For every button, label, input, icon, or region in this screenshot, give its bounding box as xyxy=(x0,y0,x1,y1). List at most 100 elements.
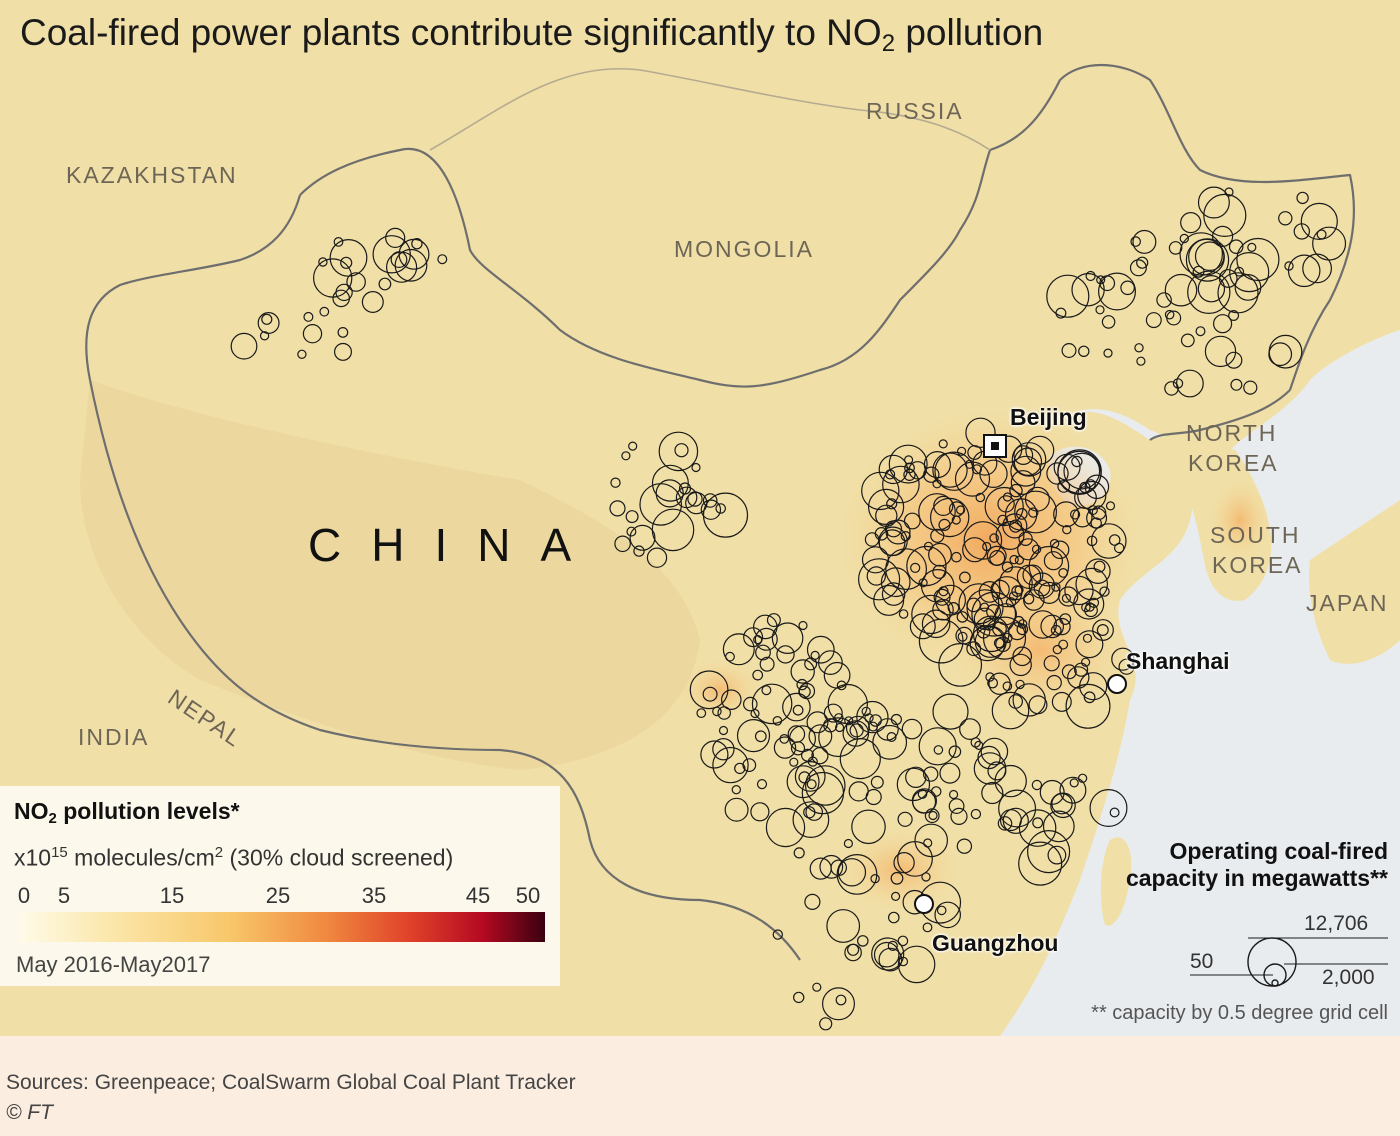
coal-plant-circle xyxy=(878,947,903,972)
coal-plant-circle xyxy=(1059,776,1087,804)
coal-plant-circle xyxy=(651,508,695,552)
coal-plant-circle xyxy=(918,493,956,531)
china-northkorea-border xyxy=(1149,389,1291,441)
coal-plant-circle xyxy=(1031,779,1043,791)
coal-plant-circle xyxy=(970,737,981,748)
yellow-sea xyxy=(1000,330,1400,1036)
coal-plant-circle xyxy=(1192,265,1205,278)
coal-plant-circle xyxy=(1050,792,1076,819)
coal-plant-circle xyxy=(1195,326,1206,337)
coal-plant-circle xyxy=(1064,575,1094,606)
coal-plant-circle xyxy=(826,909,861,943)
coal-plant-circle xyxy=(914,823,949,858)
coal-plant-circle xyxy=(1040,614,1064,639)
capacity-value-2000: 2,000 xyxy=(1322,966,1375,989)
coal-plant-circle xyxy=(966,589,1004,627)
footer-credit: © FT xyxy=(6,1101,53,1124)
coal-plant-circle xyxy=(755,644,771,661)
capacity-note: ** capacity by 0.5 degree grid cell xyxy=(1091,1002,1388,1024)
coal-plant-circle xyxy=(1023,589,1045,611)
no2-color-ramp xyxy=(20,912,545,942)
coal-plant-circle xyxy=(1080,657,1091,667)
coal-plant-circle xyxy=(702,686,718,702)
coal-plant-circle xyxy=(1203,193,1247,237)
coal-plant-circle xyxy=(998,789,1037,828)
coal-plant-circle xyxy=(1031,544,1042,555)
coal-plant-circle xyxy=(984,486,1024,527)
coal-plant-circle xyxy=(959,571,971,584)
coal-plant-circle xyxy=(979,602,990,612)
coal-plant-circle xyxy=(980,737,1009,766)
coal-plant-circle xyxy=(765,807,806,848)
capacity-value-12706: 12,706 xyxy=(1304,912,1369,935)
coal-plant-circle xyxy=(1225,351,1243,369)
coal-plant-circle xyxy=(804,893,821,911)
coal-plant-circle xyxy=(1002,632,1013,644)
coal-plant-circle xyxy=(970,808,982,820)
coal-plant-circle xyxy=(971,464,983,475)
coal-plant-circle xyxy=(1164,273,1198,307)
label-kazakhstan: KAZAKHSTAN xyxy=(66,162,238,188)
coal-plant-circle xyxy=(989,533,999,543)
no2-tick-15: 15 xyxy=(159,883,185,908)
coal-plant-circle xyxy=(1204,335,1237,368)
coal-plant-circle xyxy=(334,342,353,361)
coal-plant-circle xyxy=(898,609,909,619)
shanghai-marker xyxy=(1107,674,1127,694)
no2-legend-period: May 2016-May2017 xyxy=(16,952,211,977)
coal-plant-circle xyxy=(951,551,962,563)
coal-plant-circle xyxy=(1229,252,1270,293)
coal-plant-circle xyxy=(834,722,845,733)
coal-plant-circle xyxy=(1046,274,1090,318)
coal-plant-circle xyxy=(1047,845,1067,865)
coal-plant-circle xyxy=(997,514,1008,526)
coal-plant-circle xyxy=(340,256,353,269)
coal-plant-circle xyxy=(261,313,273,325)
coal-plant-circle xyxy=(805,803,823,821)
coal-plant-circle xyxy=(674,443,689,458)
coal-plant-circle xyxy=(844,716,854,726)
coal-plant-circle xyxy=(856,935,869,947)
coal-plant-circle xyxy=(734,762,746,775)
coal-plant-circle xyxy=(1085,602,1095,612)
coal-plant-circle xyxy=(782,692,811,722)
coal-plant-circle xyxy=(717,706,731,720)
coal-plant-circle xyxy=(932,564,947,579)
coal-plant-circle xyxy=(948,798,965,814)
coal-plant-circle xyxy=(361,291,384,314)
coal-plant-circle xyxy=(1089,788,1128,827)
coal-plant-circle xyxy=(794,761,826,792)
coal-plant-circle xyxy=(1073,662,1089,677)
coal-plant-circle xyxy=(1055,307,1067,319)
coal-plant-circle xyxy=(956,838,973,854)
coal-plant-circle xyxy=(923,466,940,483)
coal-plant-circle xyxy=(1046,674,1062,691)
mongolia-russia-border xyxy=(429,68,991,151)
coal-plant-circle xyxy=(1051,582,1061,592)
label-japan: JAPAN xyxy=(1306,590,1389,616)
coal-plant-circle xyxy=(901,718,923,740)
coal-plant-circle xyxy=(1075,567,1108,601)
capacity-circle-50 xyxy=(1271,979,1279,987)
coal-plant-circle xyxy=(1038,581,1061,605)
coal-plant-circle xyxy=(1113,542,1125,554)
coal-plant-circle xyxy=(988,672,1011,695)
no2-legend-title: NO2 pollution levels* xyxy=(14,798,240,827)
coal-plant-circle xyxy=(1180,212,1202,234)
coal-plant-circle xyxy=(956,611,969,623)
coal-plant-circle xyxy=(966,641,982,657)
coal-plant-circle xyxy=(1243,380,1258,395)
coal-plant-circle xyxy=(910,562,921,574)
coal-plant-circle xyxy=(924,808,940,824)
coal-plant-circle xyxy=(1097,272,1136,311)
coal-plant-circle xyxy=(835,994,847,1006)
no2-legend-unit: x1015 molecules/cm2 (30% cloud screened) xyxy=(14,844,454,871)
coal-plant-circle xyxy=(974,740,984,751)
label-china: CHINA xyxy=(308,519,602,571)
coal-plant-circle xyxy=(621,451,631,461)
coal-plant-circle xyxy=(1247,242,1257,252)
coal-plant-circle xyxy=(994,764,1027,798)
coal-plant-circle xyxy=(1078,345,1090,357)
coal-plant-circle xyxy=(1012,646,1032,667)
coal-plant-circle xyxy=(975,492,986,503)
